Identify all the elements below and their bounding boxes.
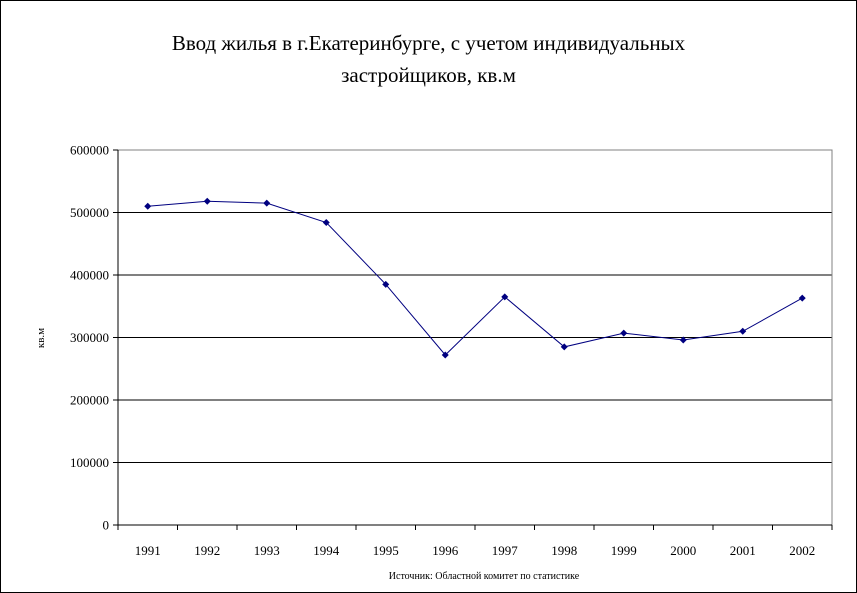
data-point-marker — [620, 329, 628, 337]
data-point-marker — [382, 280, 390, 288]
x-tick-label: 1991 — [135, 543, 161, 558]
data-point-marker — [203, 197, 211, 205]
y-axis-label: кв.м — [35, 328, 47, 348]
source-note: Источник: Областной комитет по статистик… — [389, 571, 580, 582]
y-tick-label: 200000 — [70, 393, 109, 408]
series-markers — [144, 197, 806, 359]
x-tick-label: 1997 — [492, 543, 519, 558]
data-point-marker — [679, 336, 687, 344]
x-tick-label: 1992 — [194, 543, 220, 558]
x-tick-label: 2000 — [670, 543, 696, 558]
data-point-marker — [501, 293, 509, 301]
data-point-marker — [739, 327, 747, 335]
x-tick-labels: 1991 1992 1993 1994 1995 1996 1997 1998 1999 2000… — [135, 543, 816, 558]
data-point-marker — [263, 199, 271, 207]
y-tick-label: 0 — [103, 518, 110, 533]
y-tick-label: 600000 — [70, 143, 109, 158]
data-point-marker — [798, 294, 806, 302]
x-tick-label: 2001 — [730, 543, 756, 558]
data-point-marker — [144, 202, 152, 210]
x-tick-label: 1993 — [254, 543, 280, 558]
gridlines — [118, 149, 832, 463]
data-point-marker — [441, 351, 449, 359]
chart-title-line1: Ввод жилья в г.Екатеринбурге, с учетом и… — [171, 31, 686, 55]
x-tick-label: 1998 — [551, 543, 577, 558]
y-tick-label: 100000 — [70, 455, 109, 470]
y-tick-label: 400000 — [70, 268, 109, 283]
x-tick-label: 1995 — [373, 543, 399, 558]
data-point-marker — [560, 343, 568, 351]
y-tick-label: 500000 — [70, 205, 109, 220]
x-tick-label: 1999 — [611, 543, 637, 558]
y-tick-labels: 0 100000 200000 300000 400000 500000 600000 — [70, 143, 109, 533]
x-tick-label: 1994 — [313, 543, 340, 558]
x-tick-label: 1996 — [432, 543, 459, 558]
chart-title: Ввод жилья в г.Екатеринбурге, с учетом и… — [0, 27, 857, 91]
x-tick-label: 2002 — [789, 543, 815, 558]
series-line — [147, 200, 803, 356]
data-point-marker — [322, 219, 330, 226]
y-tick-label: 300000 — [70, 330, 109, 345]
chart-title-line2: застройщиков, кв.м — [341, 63, 516, 87]
axes — [113, 149, 833, 530]
